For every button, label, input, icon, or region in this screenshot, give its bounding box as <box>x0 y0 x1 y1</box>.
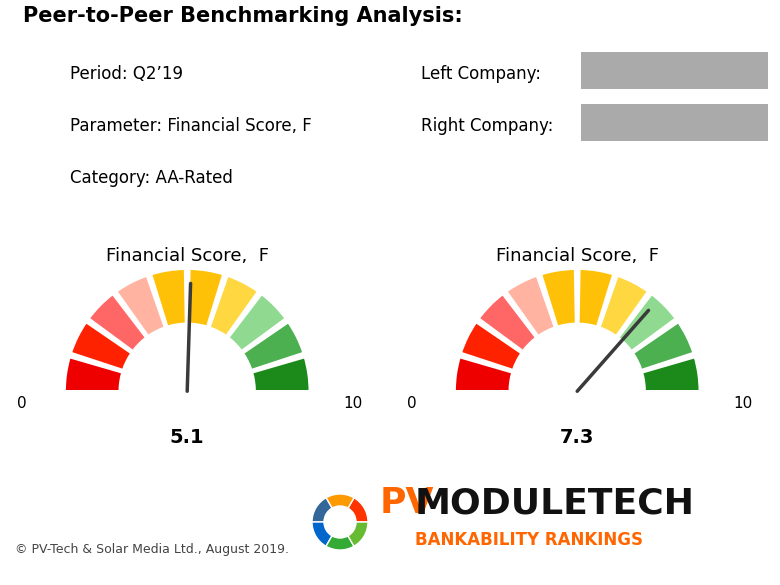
Text: Category: AA-Rated: Category: AA-Rated <box>70 169 233 187</box>
Wedge shape <box>326 494 354 508</box>
Wedge shape <box>479 294 537 351</box>
Text: Financial Score,  F: Financial Score, F <box>496 247 658 264</box>
Text: Period: Q2’19: Period: Q2’19 <box>70 65 183 83</box>
Text: Left Company:: Left Company: <box>421 65 541 83</box>
Bar <box>581 52 768 89</box>
Text: PV: PV <box>380 486 434 520</box>
Wedge shape <box>618 294 675 351</box>
Wedge shape <box>243 322 303 370</box>
Wedge shape <box>455 357 512 391</box>
Text: 10: 10 <box>343 396 362 411</box>
Text: 7.3: 7.3 <box>560 428 594 448</box>
Wedge shape <box>579 269 613 327</box>
Text: Parameter: Financial Score, F: Parameter: Financial Score, F <box>70 117 312 135</box>
Wedge shape <box>151 269 186 327</box>
Wedge shape <box>599 276 648 336</box>
Wedge shape <box>228 294 285 351</box>
Wedge shape <box>312 522 332 546</box>
Text: © PV-Tech & Solar Media Ltd., August 2019.: © PV-Tech & Solar Media Ltd., August 201… <box>15 543 289 556</box>
Wedge shape <box>116 276 165 336</box>
Wedge shape <box>506 276 555 336</box>
Wedge shape <box>326 536 354 550</box>
Wedge shape <box>252 357 310 391</box>
Text: 0: 0 <box>407 396 417 411</box>
Text: Financial Score,  F: Financial Score, F <box>106 247 268 264</box>
Text: Right Company:: Right Company: <box>421 117 554 135</box>
Text: 10: 10 <box>733 396 752 411</box>
Wedge shape <box>312 498 332 522</box>
Wedge shape <box>189 269 223 327</box>
Text: Peer-to-Peer Benchmarking Analysis:: Peer-to-Peer Benchmarking Analysis: <box>23 6 463 26</box>
Wedge shape <box>642 357 700 391</box>
Wedge shape <box>633 322 693 370</box>
Wedge shape <box>71 322 132 370</box>
Wedge shape <box>348 498 368 522</box>
Wedge shape <box>89 294 147 351</box>
Wedge shape <box>541 269 576 327</box>
Wedge shape <box>209 276 258 336</box>
Text: BANKABILITY RANKINGS: BANKABILITY RANKINGS <box>415 531 643 549</box>
Bar <box>581 104 768 141</box>
Text: 5.1: 5.1 <box>170 428 204 448</box>
Text: MODULETECH: MODULETECH <box>415 486 695 520</box>
Wedge shape <box>461 322 522 370</box>
Wedge shape <box>348 522 368 546</box>
Text: 0: 0 <box>17 396 27 411</box>
Wedge shape <box>65 357 122 391</box>
